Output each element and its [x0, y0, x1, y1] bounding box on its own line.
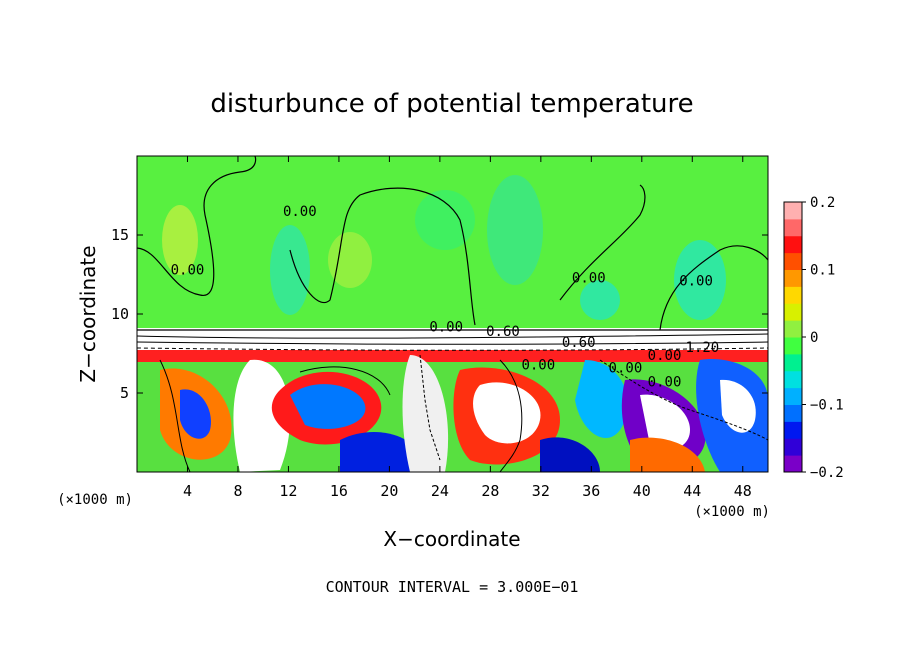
contour-label: 0.00	[648, 375, 682, 391]
colorbar-segment	[784, 235, 802, 254]
colorbar-segment	[784, 252, 802, 270]
x-tick-label: 24	[431, 482, 449, 500]
colorbar-segment	[784, 455, 802, 473]
contour-line	[599, 359, 768, 441]
contour-line	[137, 333, 768, 339]
contour-label: 0.00	[429, 319, 463, 335]
x-tick-label: 44	[683, 482, 701, 500]
colorbar-segment	[784, 421, 802, 439]
colorbar-tick-label: 0	[810, 330, 818, 346]
colorbar-segment	[784, 286, 802, 304]
upper-blob	[415, 190, 475, 250]
colorbar-tick-label: −0.2	[810, 465, 844, 481]
lower-blob	[180, 389, 211, 439]
upper-blob	[270, 225, 310, 315]
x-tick-label: 16	[330, 482, 348, 500]
colorbar-segment	[784, 404, 802, 422]
x-tick-label: 20	[380, 482, 398, 500]
contour-line	[419, 354, 441, 461]
contour-label: 0.00	[171, 263, 205, 279]
lower-blob	[340, 431, 422, 472]
colorbar-ticks: 0.2 0.1 0 −0.1 −0.2	[802, 195, 844, 481]
colorbar-segment	[784, 337, 802, 355]
colorbar-tick-label: 0.2	[810, 195, 835, 211]
y-tick-label: 10	[111, 305, 129, 323]
contour-label: 0.60	[562, 335, 596, 351]
x-axis-ticks: 4 8 12 16 20 24 28 32 36 40 44 48	[183, 156, 752, 500]
lower-blob	[720, 379, 756, 433]
x-tick-label: 40	[633, 482, 651, 500]
contour-label: 0.00	[283, 204, 317, 220]
contour-labels: 0.00 0.00 0.00 0.00 0.00 0.00 0.00 0.60 0.60 1.20…	[171, 204, 720, 391]
contour-label: 0.00	[679, 274, 713, 290]
contour-line	[159, 359, 191, 472]
lower-blob	[233, 359, 290, 472]
contour-label: 0.00	[521, 357, 555, 373]
x-tick-label: 12	[279, 482, 297, 500]
y-tick-label: 15	[111, 226, 129, 244]
colorbar-segment	[784, 320, 802, 338]
x-tick-label: 8	[233, 482, 242, 500]
x-axis-label: X−coordinate	[383, 527, 520, 551]
y-axis-label: Z−coordinate	[76, 245, 100, 382]
upper-blob	[580, 280, 620, 320]
contour-interval-note: CONTOUR INTERVAL = 3.000E−01	[326, 578, 579, 596]
contour-line	[137, 347, 768, 351]
contour-line	[659, 245, 768, 331]
colorbar-segment	[784, 202, 802, 220]
contour-label: 0.00	[648, 348, 682, 364]
x-axis-unit-left: (×1000 m)	[57, 492, 133, 508]
lower-blob	[640, 394, 690, 450]
colorbar	[784, 202, 802, 473]
lower-blob	[540, 437, 600, 472]
inversion-band	[137, 328, 768, 350]
contour-line	[559, 184, 646, 301]
colorbar-segment	[784, 218, 802, 237]
lower-blob	[575, 360, 628, 439]
contour-label: 0.00	[609, 360, 643, 376]
upper-blob	[162, 205, 198, 275]
contour-label: 0.60	[486, 324, 520, 340]
upper-blob	[328, 232, 372, 288]
lower-blob	[473, 382, 541, 444]
upper-blob	[487, 175, 543, 285]
contour-line	[289, 187, 476, 326]
x-tick-label: 4	[183, 482, 192, 500]
lower-blob	[630, 437, 705, 472]
contour-line	[137, 341, 768, 345]
colorbar-segment	[784, 370, 802, 389]
x-tick-label: 48	[734, 482, 752, 500]
colorbar-segment	[784, 303, 802, 321]
lower-top-edge	[137, 350, 768, 362]
colorbar-segment	[784, 438, 802, 456]
colorbar-tick-label: −0.1	[810, 398, 844, 414]
contour-line	[137, 156, 257, 296]
lower-blob	[290, 384, 366, 429]
y-tick-label: 5	[120, 384, 129, 402]
colorbar-segment	[784, 353, 802, 372]
x-axis-unit-right: (×1000 m)	[694, 504, 770, 520]
x-tick-label: 36	[582, 482, 600, 500]
upper-blob	[674, 240, 726, 320]
colorbar-tick-label: 0.1	[810, 263, 835, 279]
colorbar-segment	[784, 387, 802, 405]
contour-line	[299, 366, 391, 396]
y-axis-ticks: 5 10 15	[111, 226, 768, 402]
contour-line	[499, 359, 523, 472]
chart-title: disturbunce of potential temperature	[210, 89, 693, 119]
heatmap-field	[137, 156, 768, 472]
x-tick-label: 28	[481, 482, 499, 500]
lower-blob	[402, 355, 449, 472]
x-tick-label: 32	[532, 482, 550, 500]
colorbar-segment	[784, 269, 802, 287]
contour-label: 0.00	[572, 270, 606, 286]
contour-label: 1.20	[686, 340, 720, 356]
